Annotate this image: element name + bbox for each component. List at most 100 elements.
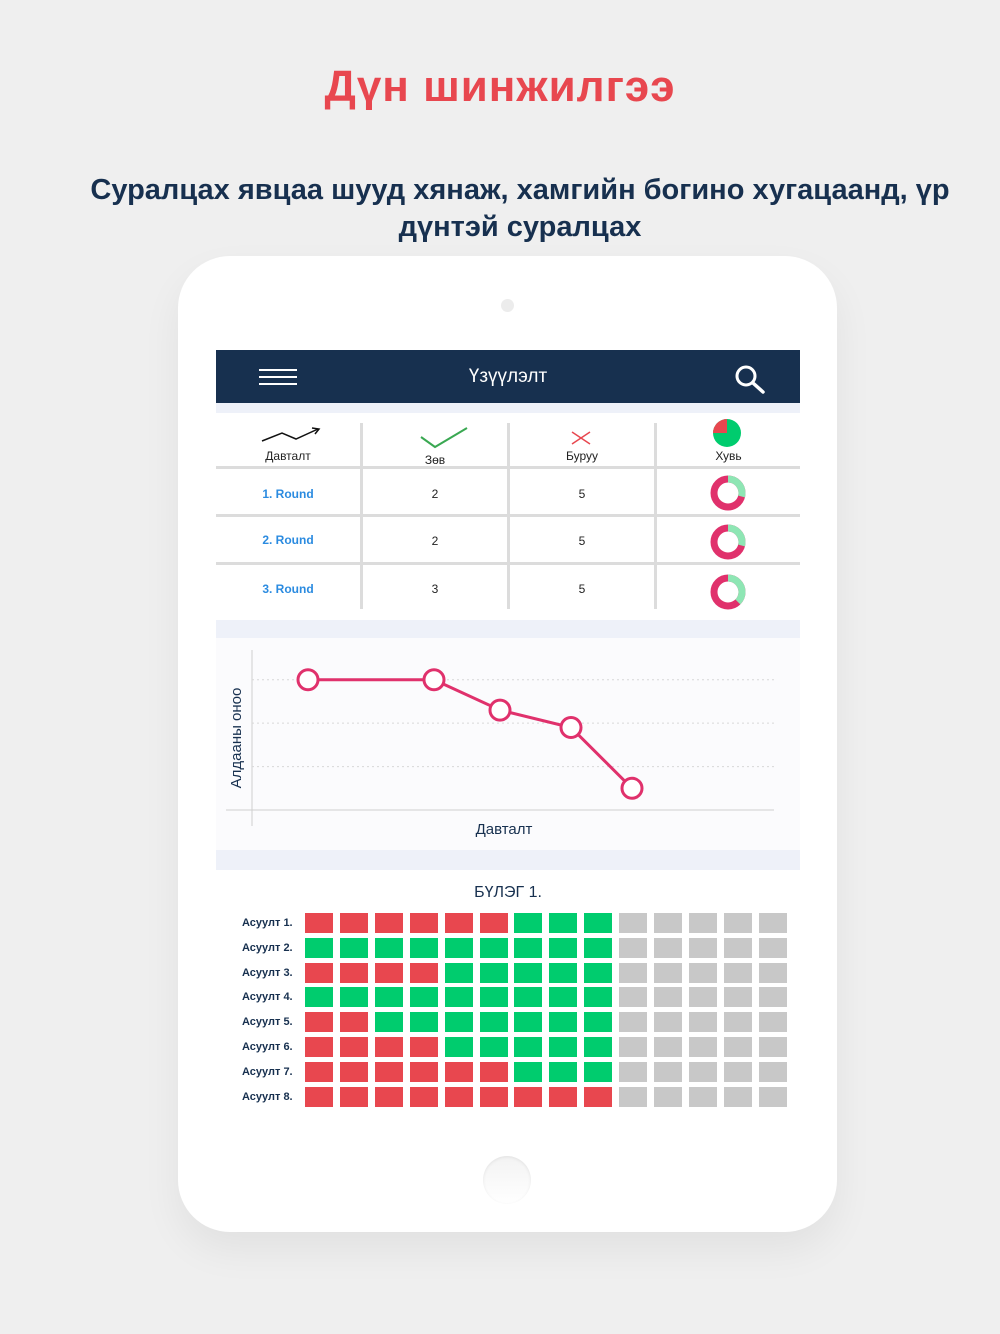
- answer-cell[interactable]: [305, 1012, 333, 1033]
- answer-cell[interactable]: [444, 1012, 473, 1033]
- answer-cell[interactable]: [723, 1037, 752, 1057]
- answer-cell[interactable]: [409, 1086, 438, 1107]
- answer-cell[interactable]: [339, 1037, 368, 1057]
- answer-cell[interactable]: [514, 1012, 543, 1033]
- answer-cell[interactable]: [549, 1061, 578, 1082]
- answer-cell[interactable]: [409, 1037, 438, 1057]
- answer-cell[interactable]: [584, 1061, 613, 1082]
- answer-cell[interactable]: [479, 1037, 508, 1057]
- answer-cell[interactable]: [584, 937, 613, 958]
- answer-cell[interactable]: [723, 962, 752, 983]
- answer-cell[interactable]: [758, 937, 787, 958]
- answer-cell[interactable]: [444, 1037, 473, 1057]
- answer-cell[interactable]: [514, 913, 543, 933]
- answer-cell[interactable]: [305, 913, 333, 933]
- answer-cell[interactable]: [444, 962, 473, 983]
- answer-cell[interactable]: [409, 1061, 438, 1082]
- answer-cell[interactable]: [584, 1012, 613, 1033]
- answer-cell[interactable]: [758, 987, 787, 1008]
- answer-cell[interactable]: [374, 987, 403, 1008]
- answer-cell[interactable]: [374, 1012, 403, 1033]
- answer-cell[interactable]: [584, 962, 613, 983]
- answer-cell[interactable]: [758, 1086, 787, 1107]
- answer-cell[interactable]: [688, 1012, 717, 1033]
- answer-cell[interactable]: [444, 1086, 473, 1107]
- answer-cell[interactable]: [374, 913, 403, 933]
- answer-cell[interactable]: [654, 913, 682, 933]
- answer-cell[interactable]: [479, 1061, 508, 1082]
- answer-cell[interactable]: [654, 1061, 682, 1082]
- answer-cell[interactable]: [549, 913, 578, 933]
- answer-cell[interactable]: [584, 1086, 613, 1107]
- answer-cell[interactable]: [688, 1037, 717, 1057]
- answer-cell[interactable]: [688, 937, 717, 958]
- answer-cell[interactable]: [514, 1037, 543, 1057]
- answer-cell[interactable]: [305, 1086, 333, 1107]
- round-link[interactable]: 1. Round: [262, 487, 314, 501]
- answer-cell[interactable]: [305, 1061, 333, 1082]
- answer-cell[interactable]: [654, 1037, 682, 1057]
- answer-cell[interactable]: [758, 1061, 787, 1082]
- tablet-home-button[interactable]: [483, 1156, 531, 1204]
- answer-cell[interactable]: [549, 1086, 578, 1107]
- answer-cell[interactable]: [339, 962, 368, 983]
- answer-cell[interactable]: [444, 987, 473, 1008]
- answer-cell[interactable]: [619, 1012, 648, 1033]
- answer-cell[interactable]: [514, 1061, 543, 1082]
- answer-cell[interactable]: [619, 962, 648, 983]
- answer-cell[interactable]: [723, 913, 752, 933]
- answer-cell[interactable]: [305, 987, 333, 1008]
- answer-cell[interactable]: [514, 987, 543, 1008]
- answer-cell[interactable]: [723, 987, 752, 1008]
- answer-cell[interactable]: [514, 937, 543, 958]
- answer-cell[interactable]: [688, 913, 717, 933]
- answer-cell[interactable]: [514, 1086, 543, 1107]
- answer-cell[interactable]: [654, 1012, 682, 1033]
- answer-cell[interactable]: [654, 1086, 682, 1107]
- answer-cell[interactable]: [444, 913, 473, 933]
- answer-cell[interactable]: [619, 913, 648, 933]
- answer-cell[interactable]: [619, 1061, 648, 1082]
- answer-cell[interactable]: [584, 913, 613, 933]
- answer-cell[interactable]: [374, 937, 403, 958]
- answer-cell[interactable]: [479, 987, 508, 1008]
- round-link[interactable]: 3. Round: [262, 582, 314, 596]
- answer-cell[interactable]: [514, 962, 543, 983]
- answer-cell[interactable]: [723, 1086, 752, 1107]
- answer-cell[interactable]: [549, 987, 578, 1008]
- answer-cell[interactable]: [374, 962, 403, 983]
- answer-cell[interactable]: [584, 1037, 613, 1057]
- answer-cell[interactable]: [688, 987, 717, 1008]
- answer-cell[interactable]: [339, 987, 368, 1008]
- answer-cell[interactable]: [688, 962, 717, 983]
- answer-cell[interactable]: [723, 937, 752, 958]
- answer-cell[interactable]: [444, 1061, 473, 1082]
- answer-cell[interactable]: [584, 987, 613, 1008]
- answer-cell[interactable]: [619, 987, 648, 1008]
- answer-cell[interactable]: [654, 962, 682, 983]
- answer-cell[interactable]: [688, 1086, 717, 1107]
- answer-cell[interactable]: [409, 1012, 438, 1033]
- answer-cell[interactable]: [444, 937, 473, 958]
- answer-cell[interactable]: [723, 1061, 752, 1082]
- answer-cell[interactable]: [374, 1037, 403, 1057]
- answer-cell[interactable]: [619, 1037, 648, 1057]
- answer-cell[interactable]: [409, 987, 438, 1008]
- answer-cell[interactable]: [549, 962, 578, 983]
- answer-cell[interactable]: [688, 1061, 717, 1082]
- answer-cell[interactable]: [654, 987, 682, 1008]
- answer-cell[interactable]: [549, 1012, 578, 1033]
- round-link[interactable]: 2. Round: [262, 533, 314, 547]
- answer-cell[interactable]: [305, 1037, 333, 1057]
- answer-cell[interactable]: [723, 1012, 752, 1033]
- search-icon[interactable]: [734, 364, 766, 394]
- answer-cell[interactable]: [654, 937, 682, 958]
- answer-cell[interactable]: [409, 913, 438, 933]
- answer-cell[interactable]: [374, 1061, 403, 1082]
- menu-icon[interactable]: [259, 369, 297, 385]
- answer-cell[interactable]: [339, 1012, 368, 1033]
- answer-cell[interactable]: [758, 1037, 787, 1057]
- answer-cell[interactable]: [305, 937, 333, 958]
- answer-cell[interactable]: [479, 937, 508, 958]
- answer-cell[interactable]: [409, 962, 438, 983]
